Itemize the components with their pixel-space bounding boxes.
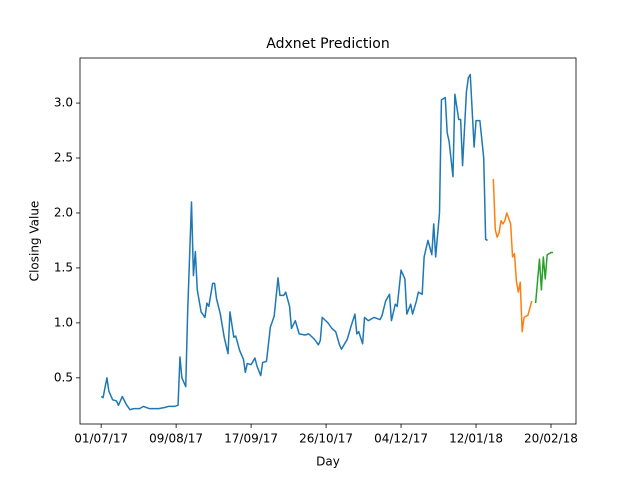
series-line [100, 73, 488, 411]
y-tick-label: 0.5 [54, 370, 73, 384]
x-tick-label: 17/09/17 [224, 432, 278, 446]
x-tick-label: 20/02/18 [524, 432, 578, 446]
x-tick-label: 26/10/17 [299, 432, 353, 446]
axes-frame [79, 57, 577, 425]
series-line [534, 251, 553, 304]
x-tick-label: 09/08/17 [149, 432, 203, 446]
series-line [492, 178, 533, 333]
x-tick-label: 12/01/18 [449, 432, 503, 446]
x-tick-label: 04/12/17 [374, 432, 428, 446]
x-tick-label: 01/07/17 [74, 432, 128, 446]
y-tick-label: 3.0 [54, 96, 73, 110]
y-tick-label: 2.0 [54, 205, 73, 219]
y-tick-label: 2.5 [54, 151, 73, 165]
y-tick-label: 1.0 [54, 315, 73, 329]
y-tick-label: 1.5 [54, 260, 73, 274]
chart-title: Adxnet Prediction [266, 36, 389, 52]
x-axis-label: Day [316, 455, 340, 469]
y-axis-label: Closing Value [28, 201, 42, 282]
